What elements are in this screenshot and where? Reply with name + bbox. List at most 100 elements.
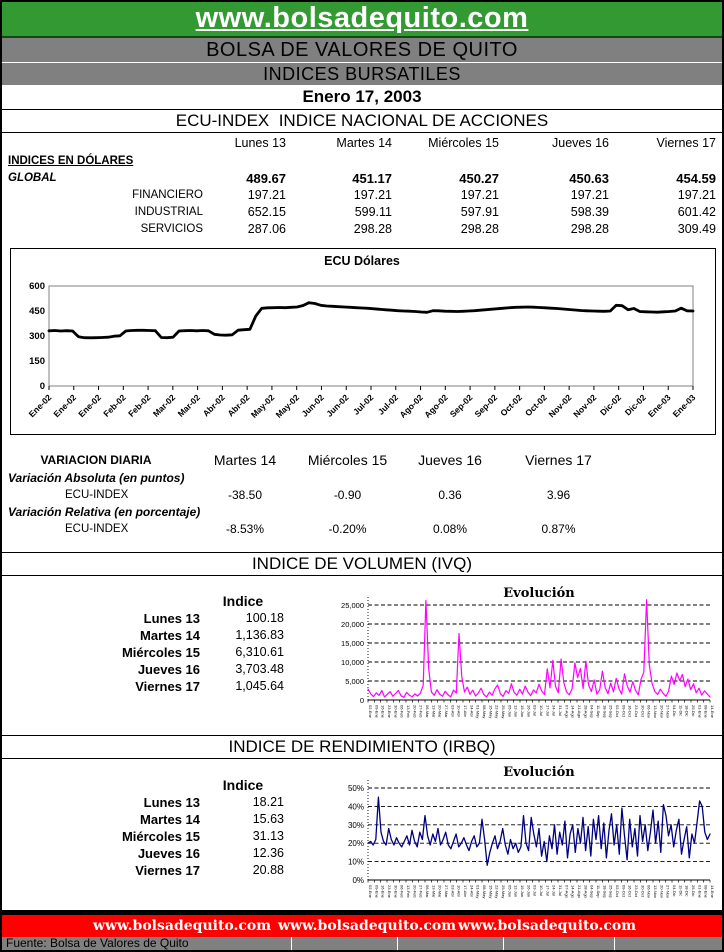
value-cell: 0.87%: [541, 522, 576, 536]
group-label: INDICES EN DÓLARES: [8, 155, 134, 167]
site-url-header[interactable]: www.bolsadequito.com: [195, 2, 529, 34]
svg-text:09-Oct: 09-Oct: [621, 885, 626, 898]
indice-header: Indice: [222, 777, 264, 793]
value-cell: -8.53%: [225, 522, 265, 536]
divider: [291, 937, 292, 950]
svg-text:23-Ene: 23-Ene: [387, 705, 392, 719]
table-row: Viernes 17 1,045.64: [2, 678, 286, 695]
svg-text:27-Nov: 27-Nov: [666, 705, 671, 718]
svg-text:09-Ene: 09-Ene: [374, 705, 379, 719]
value-cell: 197.21: [353, 188, 392, 202]
svg-text:ECU Dólares: ECU Dólares: [324, 254, 400, 268]
svg-text:Sep-02: Sep-02: [472, 392, 499, 419]
ecu-index-table: Lunes 13 Martes 14 Miércoles 15 Jueves 16 Vi…: [2, 133, 716, 238]
svg-text:03-Jul: 03-Jul: [533, 705, 538, 716]
header-green-bar: www.bolsadequito.com: [2, 2, 722, 38]
irbq-section-title: INDICE DE RENDIMIENTO (IRBQ): [2, 735, 722, 759]
svg-text:0: 0: [360, 696, 364, 705]
svg-text:Oct-02: Oct-02: [523, 392, 549, 418]
svg-text:15,000: 15,000: [341, 639, 364, 648]
day-label: Martes 14: [140, 628, 200, 643]
svg-text:Feb-02: Feb-02: [126, 392, 153, 419]
report-date: Enero 17, 2003: [302, 87, 422, 106]
svg-text:11-Dic: 11-Dic: [678, 705, 683, 716]
table-row: Miércoles 15 31.13: [2, 828, 286, 845]
svg-text:06-Nov: 06-Nov: [647, 885, 652, 898]
svg-text:25-Sep: 25-Sep: [609, 885, 614, 899]
value-cell: 451.17: [352, 171, 392, 186]
footer-black-bar: [2, 910, 722, 915]
day-header: Martes 14: [336, 136, 392, 150]
svg-text:150: 150: [29, 356, 45, 367]
svg-text:04-Sep: 04-Sep: [590, 705, 595, 719]
value-cell: 12.36: [252, 846, 284, 860]
value-cell: 6,310.61: [235, 645, 284, 659]
value-cell: 197.21: [460, 188, 499, 202]
ecu-index-title: ECU-INDEX INDICE NACIONAL DE ACCIONES: [2, 109, 722, 133]
svg-text:Ene-02: Ene-02: [76, 392, 103, 419]
svg-text:26-Jun: 26-Jun: [526, 705, 531, 717]
day-label: Lunes 13: [143, 611, 200, 626]
svg-text:27-Mar: 27-Mar: [444, 885, 449, 898]
relativa-label: Variación Relativa (en porcentaje): [8, 505, 201, 519]
divider: [397, 937, 398, 950]
day-label: Martes 14: [140, 812, 200, 827]
value-cell: 298.28: [460, 222, 499, 236]
svg-text:20-Feb: 20-Feb: [412, 885, 417, 898]
table-row: GLOBAL 489.67 451.17 450.27 450.63 454.59: [2, 170, 716, 187]
svg-text:10-Abr: 10-Abr: [457, 705, 462, 718]
footer-url-2[interactable]: www.bolsadequito.com: [277, 918, 457, 934]
day-header: Viernes 17: [656, 136, 716, 150]
value-cell: 298.28: [570, 222, 609, 236]
svg-text:16-Oct: 16-Oct: [628, 705, 633, 718]
value-cell: 298.28: [353, 222, 392, 236]
svg-text:20-Nov: 20-Nov: [659, 705, 664, 718]
svg-text:29-May: 29-May: [501, 885, 506, 898]
svg-text:Oct-02: Oct-02: [498, 392, 524, 418]
svg-text:13-Mar: 13-Mar: [431, 705, 436, 718]
svg-text:13-Feb: 13-Feb: [406, 885, 411, 898]
row-label: GLOBAL: [8, 172, 57, 184]
table-row: Martes 14 1,136.83: [2, 627, 286, 644]
value-cell: 20.88: [252, 863, 284, 877]
svg-text:13-Nov: 13-Nov: [653, 705, 658, 718]
svg-text:14-Ene: 14-Ene: [710, 885, 715, 899]
value-cell: 31.13: [252, 829, 284, 843]
value-cell: 597.91: [460, 205, 499, 219]
svg-text:300: 300: [29, 331, 45, 342]
footer-url-1[interactable]: www.bolsadequito.com: [92, 918, 272, 934]
svg-text:02-Oct: 02-Oct: [615, 885, 620, 898]
svg-text:11-Sep: 11-Sep: [596, 705, 601, 718]
table-row: Lunes 13 100.18: [2, 610, 286, 627]
svg-text:11-Sep: 11-Sep: [596, 885, 601, 898]
value-cell: 0.36: [438, 488, 462, 502]
row-label: ECU-INDEX: [65, 523, 129, 535]
svg-text:08-May: 08-May: [482, 885, 487, 898]
row-label: FINANCIERO: [132, 189, 203, 201]
spacer-cell: [2, 133, 203, 153]
absoluta-label: Variación Absoluta (en puntos): [8, 471, 185, 485]
svg-text:16-Ene: 16-Ene: [381, 885, 386, 899]
svg-text:01-Ene: 01-Ene: [697, 885, 702, 899]
day-header: Jueves 16: [418, 452, 482, 468]
value-cell: 599.11: [354, 205, 392, 219]
svg-text:Ene-03: Ene-03: [671, 392, 698, 419]
row-label: SERVICIOS: [140, 223, 203, 235]
svg-text:27-Mar: 27-Mar: [444, 705, 449, 718]
value-cell: -0.20%: [328, 522, 367, 536]
value-cell: 450.63: [569, 171, 609, 186]
svg-text:24-Jul: 24-Jul: [552, 705, 557, 716]
footer-url-3[interactable]: www.bolsadequito.com: [457, 918, 637, 934]
svg-text:600: 600: [29, 281, 45, 292]
svg-text:17-Jul: 17-Jul: [545, 885, 550, 896]
svg-text:15-May: 15-May: [488, 705, 493, 718]
svg-text:01-May: 01-May: [476, 885, 481, 898]
footer-red-bar: www.bolsadequito.com www.bolsadequito.co…: [2, 915, 722, 937]
svg-text:19-Jun: 19-Jun: [520, 705, 525, 717]
value-cell: 0.08%: [432, 522, 468, 536]
svg-text:28-Ago: 28-Ago: [583, 705, 588, 719]
table-row: Viernes 17 20.88: [2, 862, 286, 879]
svg-text:24-Jul: 24-Jul: [552, 885, 557, 896]
report-name-bar: INDICES BURSATILES: [2, 63, 722, 85]
